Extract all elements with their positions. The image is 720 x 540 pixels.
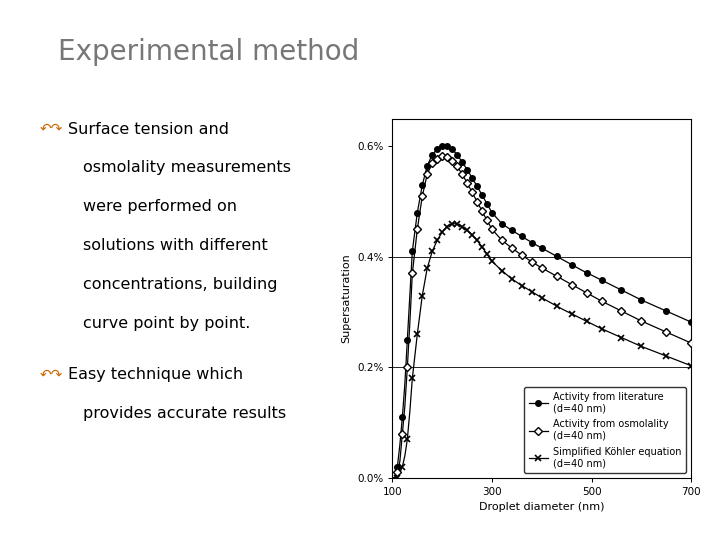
Text: ↶↷: ↶↷ bbox=[40, 122, 63, 136]
Text: concentrations, building: concentrations, building bbox=[83, 277, 277, 292]
Text: provides accurate results: provides accurate results bbox=[83, 406, 286, 421]
Text: curve point by point.: curve point by point. bbox=[83, 316, 250, 331]
Text: solutions with different: solutions with different bbox=[83, 238, 268, 253]
X-axis label: Droplet diameter (nm): Droplet diameter (nm) bbox=[479, 503, 605, 512]
Text: Surface tension and: Surface tension and bbox=[68, 122, 230, 137]
Text: were performed on: were performed on bbox=[83, 199, 237, 214]
Y-axis label: Supersaturation: Supersaturation bbox=[341, 253, 351, 343]
Text: Experimental method: Experimental method bbox=[58, 38, 359, 66]
Legend: Activity from literature
(d=40 nm), Activity from osmolality
(d=40 nm), Simplifi: Activity from literature (d=40 nm), Acti… bbox=[524, 387, 686, 473]
Text: Easy technique which: Easy technique which bbox=[68, 367, 243, 382]
Text: osmolality measurements: osmolality measurements bbox=[83, 160, 291, 176]
Text: ↶↷: ↶↷ bbox=[40, 367, 63, 381]
